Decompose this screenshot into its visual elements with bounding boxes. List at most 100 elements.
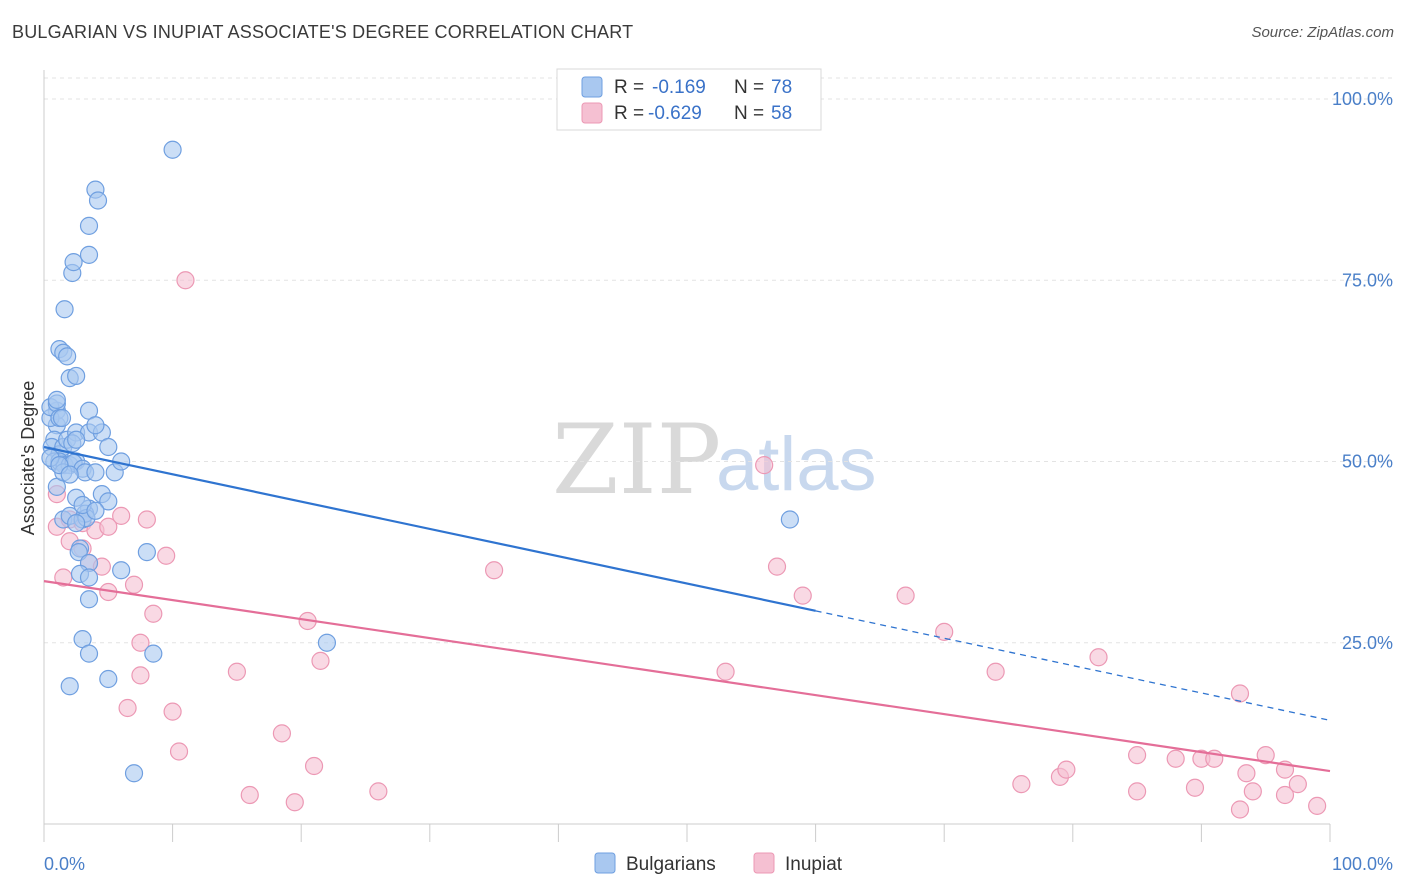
inupiat-point xyxy=(1127,782,1147,801)
bulgarians-trend-line-dashed xyxy=(815,610,1331,721)
legend-r-label-1: R = xyxy=(614,77,644,98)
inupiat-point xyxy=(1057,760,1076,779)
source-label: Source: ZipAtlas.com xyxy=(1251,24,1394,41)
inupiat-point xyxy=(1089,648,1108,667)
bulgarians-point xyxy=(86,501,105,520)
legend-r-value-1: -0.169 xyxy=(652,77,706,98)
legend-r-value-2: -0.629 xyxy=(648,103,702,124)
x-tick-label-max: 100.0% xyxy=(1332,854,1393,874)
bulgarians-point xyxy=(79,644,99,663)
bulgarians-point xyxy=(67,514,86,533)
bulgarians-points xyxy=(41,140,799,783)
inupiat-point xyxy=(1288,775,1307,794)
inupiat-point xyxy=(1166,749,1185,768)
bulgarians-point xyxy=(64,253,83,272)
inupiat-point xyxy=(163,702,182,721)
inupiat-point xyxy=(240,785,259,805)
bulgarians-point xyxy=(124,764,144,783)
bulgarians-point xyxy=(47,390,66,409)
gridlines xyxy=(44,77,1392,644)
inupiat-point xyxy=(986,662,1005,681)
inupiat-point xyxy=(369,782,388,801)
bulgarians-point xyxy=(780,510,799,529)
bulgarians-point xyxy=(112,561,131,580)
stats-legend: R = -0.169 N = 78 R = -0.629 N = 58 xyxy=(556,68,822,131)
inupiat-point xyxy=(896,586,915,605)
chart-title: BULGARIAN VS INUPIAT ASSOCIATE'S DEGREE … xyxy=(12,22,634,42)
bulgarians-point xyxy=(79,216,99,235)
inupiat-point xyxy=(311,651,330,670)
inupiat-point xyxy=(755,456,774,475)
legend-swatch-blue xyxy=(581,76,603,98)
inupiat-trend-line xyxy=(43,580,1331,773)
inupiat-point xyxy=(485,561,504,580)
inupiat-point xyxy=(935,622,954,641)
inupiat-point xyxy=(176,271,195,290)
bulgarians-point xyxy=(67,366,86,386)
bulgarians-point xyxy=(55,300,74,319)
y-tick-labels: 25.0% 50.0% 75.0% 100.0% xyxy=(1332,89,1393,653)
inupiat-point xyxy=(131,666,150,685)
bulgarians-point xyxy=(86,416,105,435)
inupiat-point xyxy=(118,698,137,718)
legend-swatch-pink xyxy=(581,102,603,124)
inupiat-point xyxy=(767,557,787,576)
inupiat-point xyxy=(1230,684,1250,703)
inupiat-point xyxy=(1230,800,1250,819)
inupiat-point xyxy=(1243,782,1262,801)
inupiat-point xyxy=(304,756,324,776)
bulgarians-point xyxy=(60,465,79,484)
legend-n-label-2: N = xyxy=(734,103,764,124)
bulgarians-point xyxy=(144,644,163,663)
series-legend-swatch-inupiat xyxy=(753,852,775,874)
inupiat-point xyxy=(285,793,304,812)
inupiat-point xyxy=(1308,796,1327,815)
series-legend-label-inupiat: Inupiat xyxy=(785,854,843,875)
y-axis-label: Associate's Degree xyxy=(18,381,38,536)
legend-n-label-1: N = xyxy=(734,77,764,98)
inupiat-point xyxy=(131,633,150,652)
y-tick-label: 100.0% xyxy=(1332,89,1393,109)
bulgarians-point xyxy=(79,568,99,587)
bulgarians-point xyxy=(88,191,108,210)
series-legend: Bulgarians Inupiat xyxy=(594,852,843,875)
trend-lines xyxy=(43,445,1331,773)
inupiat-point xyxy=(1127,746,1147,765)
inupiat-point xyxy=(137,510,156,529)
x-tick-label-min: 0.0% xyxy=(44,854,85,874)
bulgarians-point xyxy=(67,430,86,449)
legend-n-value-1: 78 xyxy=(771,77,792,98)
bulgarians-point xyxy=(99,669,118,689)
bulgarians-point xyxy=(52,408,72,428)
inupiat-point xyxy=(272,724,292,743)
inupiat-point xyxy=(124,575,144,594)
legend-r-label-2: R = xyxy=(614,103,644,124)
y-tick-label: 75.0% xyxy=(1342,270,1393,290)
y-tick-label: 50.0% xyxy=(1342,452,1393,472)
bulgarians-trend-line xyxy=(43,445,816,612)
legend-n-value-2: 58 xyxy=(771,103,792,124)
inupiat-point xyxy=(157,546,176,565)
inupiat-point xyxy=(1275,785,1295,805)
inupiat-point xyxy=(1012,775,1031,794)
series-legend-swatch-bulgarians xyxy=(594,852,616,874)
inupiat-point xyxy=(716,662,735,681)
watermark-atlas: atlas xyxy=(716,422,877,507)
bulgarians-point xyxy=(58,347,77,366)
series-legend-label-bulgarians: Bulgarians xyxy=(626,854,716,875)
inupiat-point xyxy=(169,742,189,761)
bulgarians-point xyxy=(137,543,156,562)
watermark-zip: ZIP xyxy=(552,404,721,516)
bulgarians-point xyxy=(99,437,118,457)
bulgarians-point xyxy=(60,677,79,696)
bulgarians-point xyxy=(163,140,182,159)
bulgarians-point xyxy=(79,590,99,609)
inupiat-point xyxy=(1185,778,1205,797)
inupiat-point xyxy=(793,586,812,605)
inupiat-point xyxy=(227,662,246,681)
inupiat-point xyxy=(99,517,118,536)
y-tick-label: 25.0% xyxy=(1342,633,1393,653)
bulgarians-point xyxy=(317,633,337,652)
inupiat-point xyxy=(1256,746,1275,765)
